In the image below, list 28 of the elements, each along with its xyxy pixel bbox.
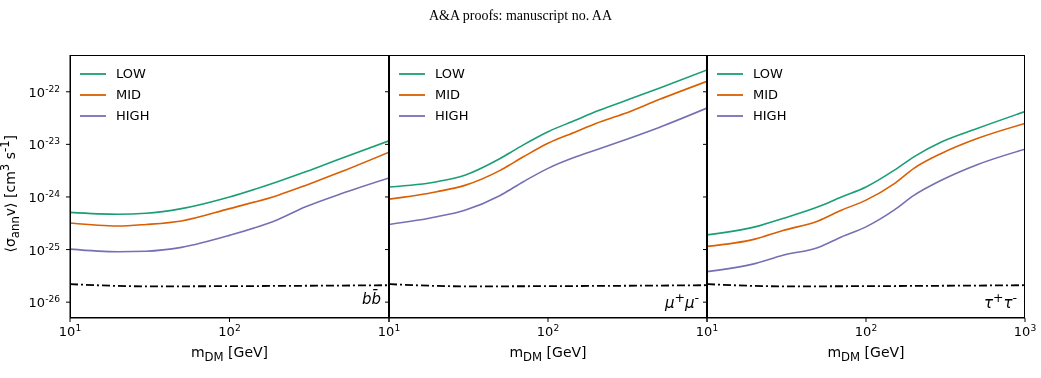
- x-axis-title: m$_{DM}$ [GeV]: [508, 344, 588, 364]
- legend-label: MID: [116, 86, 142, 104]
- x-tick-label: 10$^{2}$: [536, 323, 560, 339]
- x-tick-label: 10$^{1}$: [695, 323, 719, 339]
- legend-label: HIGH: [435, 107, 469, 125]
- x-tick-label: 10$^{2}$: [218, 323, 241, 339]
- y-tick-label: 10$^{-23}$: [28, 136, 61, 153]
- y-tick-label: 10$^{-24}$: [28, 188, 61, 205]
- x-tick-label: 10$^{2}$: [854, 323, 878, 339]
- legend-label: HIGH: [116, 107, 150, 125]
- x-axis-title: m$_{DM}$ [GeV]: [826, 344, 906, 364]
- x-tick-label: 10$^{1}$: [58, 323, 82, 339]
- legend-label: LOW: [435, 65, 465, 83]
- annotation: μ$^{+}$μ$^{-}$: [664, 290, 699, 312]
- legend-label: MID: [753, 86, 779, 104]
- annotation: τ$^{+}$τ$^{-}$: [983, 290, 1017, 312]
- legend-label: MID: [435, 86, 461, 104]
- chart-title: A&A proofs: manuscript no. AA: [427, 8, 614, 24]
- legend-label: LOW: [116, 65, 146, 83]
- x-axis-title: m$_{DM}$ [GeV]: [189, 344, 270, 364]
- x-tick-label: 10$^{1}$: [377, 323, 401, 339]
- annotation: bb̄: [361, 290, 381, 308]
- y-tick-label: 10$^{-22}$: [28, 83, 60, 100]
- legend-label: LOW: [753, 65, 783, 83]
- y-tick-label: 10$^{-25}$: [28, 241, 60, 258]
- legend-label: HIGH: [753, 107, 787, 125]
- x-tick-label: 10$^{3}$: [1013, 323, 1037, 339]
- y-tick-label: 10$^{-26}$: [28, 294, 61, 311]
